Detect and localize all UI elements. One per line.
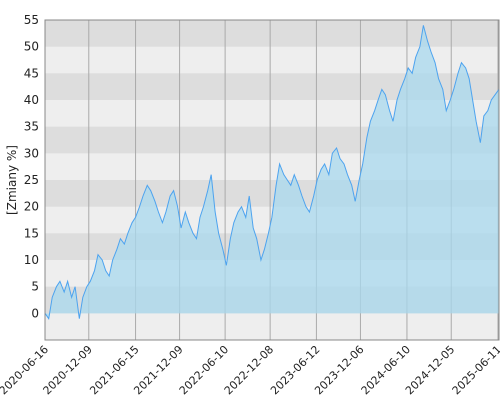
line: [44, 25, 500, 320]
grid-band: [45, 20, 499, 47]
x-tick-label: 2025-06-11: [450, 343, 500, 397]
y-tick-label: 50: [24, 40, 39, 54]
area: [45, 25, 499, 319]
plot-border: [44, 19, 500, 341]
y-tick-label: 25: [24, 173, 39, 187]
y-tick-label: 0: [31, 306, 39, 320]
y-axis-label: [Zmiany %]: [5, 145, 19, 215]
y-tick-label: 35: [24, 120, 39, 134]
y-tick-label: 10: [24, 253, 39, 267]
y-tick-label: 40: [24, 93, 39, 107]
y-tick-label: 5: [31, 280, 39, 294]
y-tick-label: 55: [24, 13, 39, 27]
y-tick-label: 20: [24, 200, 39, 214]
y-tick-label: 15: [24, 226, 39, 240]
y-tick-label: 45: [24, 66, 39, 80]
y-tick-label: 30: [24, 146, 39, 160]
